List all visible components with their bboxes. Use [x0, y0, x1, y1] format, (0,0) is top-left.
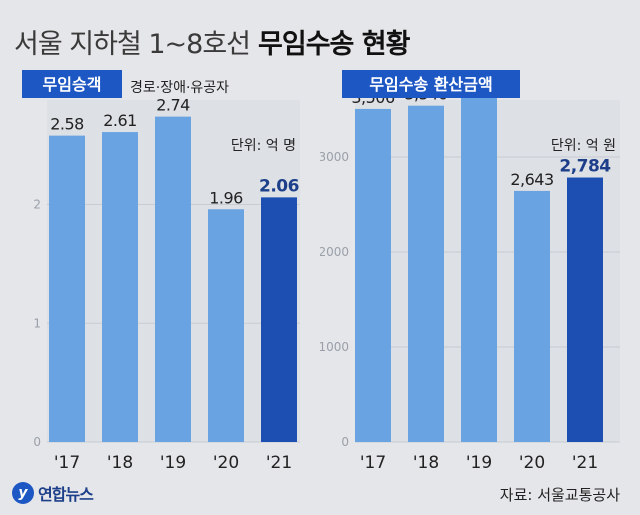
title-bold: 무임수송 현황 [258, 29, 410, 60]
y-tick-label: 1 [33, 316, 41, 330]
bar-value-label: 2,784 [559, 157, 611, 177]
y-tick-label: 2000 [320, 245, 349, 259]
bar-value-label: 2.58 [50, 115, 84, 134]
chart-title: 무임수송 환산금액 [369, 75, 492, 94]
y-tick-label: 1000 [320, 340, 349, 354]
unit-label: 단위: 억 원 [551, 138, 616, 154]
x-tick-label: '20 [519, 453, 545, 472]
x-tick-label: '20 [213, 453, 239, 472]
page-title: 서울 지하철 1~8호선 무임수송 현황 [14, 22, 410, 61]
logo-text: 연합뉴스 [38, 485, 94, 504]
chart-title: 무임승객 [43, 75, 102, 94]
bar-value-label: 2.61 [103, 111, 137, 130]
yonhap-logo: y 연합뉴스 [12, 478, 94, 508]
chart-amount-svg: 01000200030003,506'173,540'183,709'192,6… [320, 69, 620, 472]
bar [355, 108, 391, 443]
bar [261, 197, 297, 442]
y-tick-label: 2 [33, 198, 41, 212]
x-tick-label: '17 [360, 453, 386, 472]
y-tick-label: 0 [33, 435, 41, 449]
yonhap-logo-icon: y [12, 482, 34, 504]
x-tick-label: '18 [107, 453, 133, 472]
y-tick-label: 0 [341, 435, 349, 449]
x-tick-label: '21 [572, 453, 598, 472]
title-regular: 서울 지하철 1~8호선 [14, 29, 251, 60]
chart-passengers: 0 1 2 2.58 '17 2.61 '18 2.74 '19 1.96 '20 2.06 '21 무임… [0, 62, 320, 472]
x-tick-label: '19 [160, 453, 186, 472]
bar-value-label: 2.74 [156, 96, 190, 115]
chart-subtitle: 경로·장애·유공자 [130, 80, 229, 96]
bar-value-label: 1.96 [209, 188, 243, 207]
bar-value-label: 2,643 [510, 170, 553, 189]
source-credit: 자료: 서울교통공사 [499, 486, 620, 504]
unit-label: 단위: 억 명 [231, 138, 296, 154]
bar-value-label: 2.06 [259, 176, 299, 196]
x-tick-label: '19 [466, 453, 492, 472]
bar [102, 132, 138, 442]
bar [461, 89, 497, 442]
x-tick-label: '21 [266, 453, 292, 472]
chart-passengers-svg: 0 1 2 2.58 '17 2.61 '18 2.74 '19 1.96 '20 2.06 '21 무임… [22, 70, 300, 472]
bar [567, 177, 603, 442]
y-tick-label: 3000 [320, 150, 349, 164]
chart-title-badge [22, 70, 122, 98]
bar [408, 105, 444, 442]
bar [208, 209, 244, 442]
chart-converted-amount: 01000200030003,506'173,540'183,709'192,6… [320, 62, 640, 472]
bar [514, 190, 550, 442]
bar [155, 116, 191, 442]
x-tick-label: '17 [54, 453, 80, 472]
x-tick-label: '18 [413, 453, 439, 472]
chart-title-badge [342, 70, 520, 98]
bar [49, 135, 85, 442]
